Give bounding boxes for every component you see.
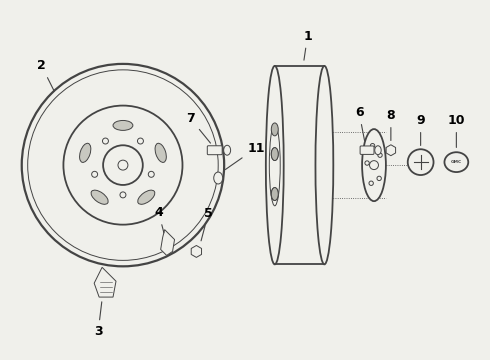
Circle shape bbox=[63, 105, 182, 225]
Ellipse shape bbox=[214, 172, 222, 184]
Ellipse shape bbox=[271, 123, 278, 136]
Circle shape bbox=[92, 171, 98, 177]
Polygon shape bbox=[161, 230, 174, 255]
Ellipse shape bbox=[316, 66, 333, 264]
Text: 1: 1 bbox=[303, 30, 312, 60]
Text: 6: 6 bbox=[355, 106, 365, 140]
Circle shape bbox=[370, 144, 375, 148]
Circle shape bbox=[378, 153, 382, 157]
Polygon shape bbox=[94, 267, 116, 297]
Text: 2: 2 bbox=[37, 59, 54, 91]
Ellipse shape bbox=[79, 143, 91, 162]
Ellipse shape bbox=[271, 148, 278, 161]
Text: 9: 9 bbox=[416, 114, 425, 145]
Ellipse shape bbox=[266, 66, 284, 264]
Text: GMC: GMC bbox=[451, 160, 462, 164]
FancyBboxPatch shape bbox=[360, 146, 374, 154]
Text: 11: 11 bbox=[225, 142, 265, 170]
Text: 7: 7 bbox=[186, 112, 211, 143]
Circle shape bbox=[148, 171, 154, 177]
Text: 8: 8 bbox=[387, 109, 395, 140]
Circle shape bbox=[408, 149, 434, 175]
Ellipse shape bbox=[271, 188, 278, 201]
Ellipse shape bbox=[375, 146, 381, 155]
Ellipse shape bbox=[138, 190, 155, 204]
Ellipse shape bbox=[271, 188, 278, 201]
FancyBboxPatch shape bbox=[207, 146, 222, 155]
Circle shape bbox=[102, 138, 108, 144]
Circle shape bbox=[22, 64, 224, 266]
Circle shape bbox=[369, 181, 373, 185]
Text: 5: 5 bbox=[201, 207, 213, 241]
Circle shape bbox=[120, 192, 126, 198]
Text: 3: 3 bbox=[94, 302, 102, 338]
Circle shape bbox=[138, 138, 144, 144]
Circle shape bbox=[377, 176, 381, 181]
Circle shape bbox=[103, 145, 143, 185]
Text: 10: 10 bbox=[447, 114, 465, 148]
Ellipse shape bbox=[223, 145, 231, 155]
Text: 4: 4 bbox=[154, 206, 164, 233]
Ellipse shape bbox=[155, 143, 166, 162]
Ellipse shape bbox=[444, 152, 468, 172]
Ellipse shape bbox=[271, 148, 278, 161]
Ellipse shape bbox=[362, 129, 386, 201]
Ellipse shape bbox=[91, 190, 108, 204]
Circle shape bbox=[365, 161, 369, 165]
Ellipse shape bbox=[113, 121, 133, 130]
